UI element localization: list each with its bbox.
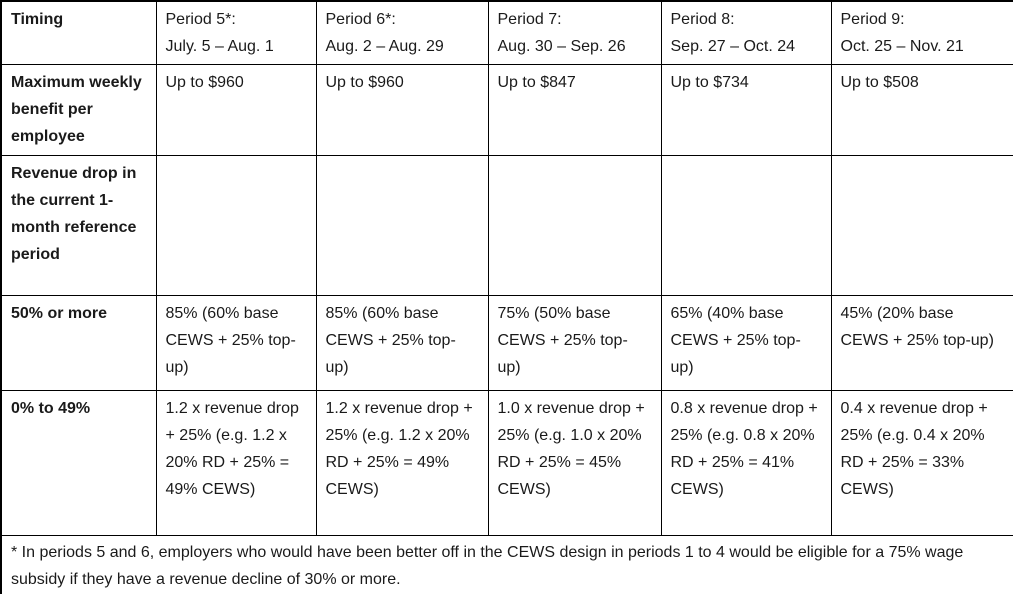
cell-period6-revenue-drop: [315, 155, 489, 296]
cell-period5-max-benefit: Up to $960: [155, 64, 317, 156]
header-line: Sep. 27 – Oct. 24: [670, 38, 796, 55]
cell-period9-50-or-more: 45% (20% base CEWS + 25% top-up): [830, 295, 1013, 391]
header-line: Oct. 25 – Nov. 21: [840, 38, 964, 55]
header-line: July. 5 – Aug. 1: [165, 38, 274, 55]
row-label-max-weekly-benefit: Maximum weekly benefit per employee: [0, 64, 157, 156]
col-header-period-6: Period 6*: Aug. 2 – Aug. 29: [315, 0, 489, 65]
cell-period6-50-or-more: 85% (60% base CEWS + 25% top-up): [315, 295, 489, 391]
header-line: Period 6*:: [325, 11, 396, 28]
col-header-period-7: Period 7: Aug. 30 – Sep. 26: [487, 0, 662, 65]
cell-period8-max-benefit: Up to $734: [660, 64, 832, 156]
row-label-revenue-drop: Revenue drop in the current 1-month refe…: [0, 155, 157, 296]
footnote-text: * In periods 5 and 6, employers who woul…: [0, 535, 1013, 594]
cell-period8-50-or-more: 65% (40% base CEWS + 25% top-up): [660, 295, 832, 391]
cell-period9-max-benefit: Up to $508: [830, 64, 1013, 156]
header-line: Period 7:: [497, 11, 562, 28]
cell-period9-0-to-49: 0.4 x revenue drop + 25% (e.g. 0.4 x 20%…: [830, 390, 1013, 536]
col-header-period-9: Period 9: Oct. 25 – Nov. 21: [830, 0, 1013, 65]
table-row-max-weekly-benefit: Maximum weekly benefit per employee Up t…: [0, 64, 1013, 156]
header-line: Aug. 30 – Sep. 26: [497, 38, 626, 55]
cell-period7-50-or-more: 75% (50% base CEWS + 25% top-up): [487, 295, 662, 391]
row-label-50-percent-or-more: 50% or more: [0, 295, 157, 391]
cell-period5-0-to-49: 1.2 x revenue drop + 25% (e.g. 1.2 x 20%…: [155, 390, 317, 536]
cell-period9-revenue-drop: [830, 155, 1013, 296]
header-line: Period 9:: [840, 11, 905, 28]
cell-period7-max-benefit: Up to $847: [487, 64, 662, 156]
col-header-period-8: Period 8: Sep. 27 – Oct. 24: [660, 0, 832, 65]
header-line: Period 5*:: [165, 11, 236, 28]
cell-period6-max-benefit: Up to $960: [315, 64, 489, 156]
col-header-period-5: Period 5*: July. 5 – Aug. 1: [155, 0, 317, 65]
cell-period8-0-to-49: 0.8 x revenue drop + 25% (e.g. 0.8 x 20%…: [660, 390, 832, 536]
table-row-0-to-49-percent: 0% to 49% 1.2 x revenue drop + 25% (e.g.…: [0, 390, 1013, 536]
cell-period8-revenue-drop: [660, 155, 832, 296]
cell-period7-revenue-drop: [487, 155, 662, 296]
table-row-revenue-drop: Revenue drop in the current 1-month refe…: [0, 155, 1013, 296]
header-line: Period 8:: [670, 11, 735, 28]
col-header-timing: Timing: [0, 0, 157, 65]
header-line: Timing: [11, 11, 64, 28]
footnote-row: * In periods 5 and 6, employers who woul…: [0, 535, 1013, 594]
cell-period7-0-to-49: 1.0 x revenue drop + 25% (e.g. 1.0 x 20%…: [487, 390, 662, 536]
cell-period6-0-to-49: 1.2 x revenue drop + 25% (e.g. 1.2 x 20%…: [315, 390, 489, 536]
header-row: Timing Period 5*: July. 5 – Aug. 1 Perio…: [0, 0, 1013, 65]
row-label-0-to-49-percent: 0% to 49%: [0, 390, 157, 536]
header-line: Aug. 2 – Aug. 29: [325, 38, 444, 55]
cell-period5-50-or-more: 85% (60% base CEWS + 25% top-up): [155, 295, 317, 391]
cell-period5-revenue-drop: [155, 155, 317, 296]
table-row-50-percent-or-more: 50% or more 85% (60% base CEWS + 25% top…: [0, 295, 1013, 391]
